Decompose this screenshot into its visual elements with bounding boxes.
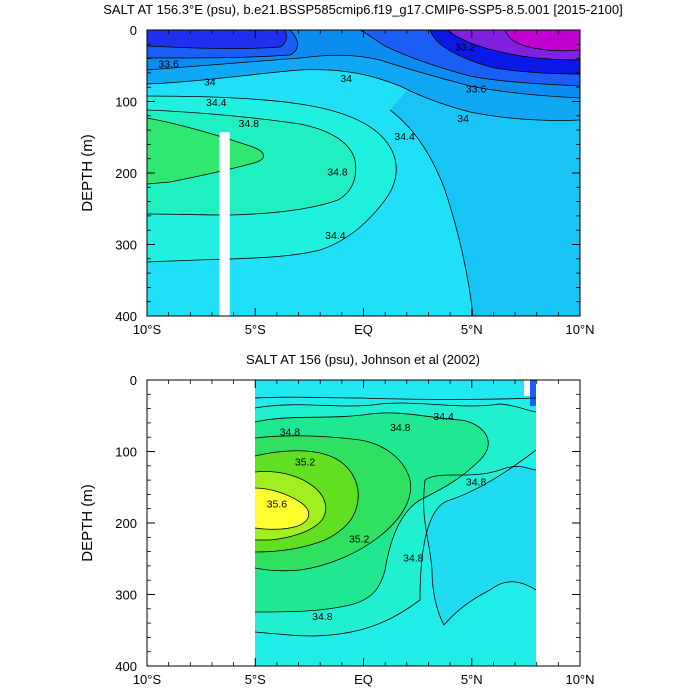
- x-tick-label: 10°N: [565, 322, 594, 337]
- x-tick-label: 10°S: [133, 672, 162, 687]
- contour-label: 34.4: [433, 411, 454, 423]
- panel-2-x-axis: 10°S 5°S EQ 5°N 10°N: [133, 380, 595, 687]
- contour-label: 34.8: [239, 118, 260, 130]
- x-tick-label: 10°N: [565, 672, 594, 687]
- contour-line-34.4: [254, 402, 537, 413]
- contour-line-33.2: [504, 30, 580, 52]
- missing-data-column: [524, 380, 530, 396]
- contour-label: 34: [204, 76, 216, 88]
- y-tick-label: 0: [130, 23, 137, 38]
- contour-label: 33.2: [455, 41, 476, 53]
- contour-line-35.6: [254, 487, 310, 530]
- panel-2-y-axis-label: DEPTH (m): [79, 484, 96, 562]
- contour-label: 35.6: [267, 499, 288, 511]
- contour-line-34.8: [254, 412, 489, 613]
- contour-line-33.6-east: [429, 30, 580, 75]
- y-tick-label: 200: [115, 166, 137, 181]
- panel-1: SALT AT 156.3°E (psu), b.e21.BSSP585cmip…: [79, 2, 623, 337]
- contour-label: 34.8: [327, 167, 348, 179]
- x-tick-label: 10°S: [133, 322, 162, 337]
- y-tick-label: 400: [115, 659, 137, 674]
- contour-label: 35.2: [349, 534, 370, 546]
- y-tick-label: 200: [115, 516, 137, 531]
- contour-label: 33.6: [158, 59, 179, 71]
- y-tick-label: 400: [115, 309, 137, 324]
- panel-1-contour-lines: [147, 30, 580, 316]
- contour-line-33.6-west: [147, 30, 287, 49]
- panel-1-contour-fill: [147, 30, 580, 316]
- panel-1-title: SALT AT 156.3°E (psu), b.e21.BSSP585cmip…: [103, 2, 623, 17]
- y-tick-label: 300: [115, 238, 137, 253]
- panel-1-x-axis: 10°S 5°S EQ 5°N 10°N: [133, 30, 595, 337]
- x-tick-label: 5°S: [245, 672, 266, 687]
- contour-label: 34.8: [466, 477, 487, 489]
- contour-label: 34.4: [325, 230, 346, 242]
- panel-2-contour-lines: [254, 396, 537, 637]
- contour-line-33.8-west: [147, 30, 298, 59]
- contour-label: 34.8: [280, 426, 301, 438]
- contour-label: 35.2: [295, 457, 316, 469]
- contour-label: 33.6: [466, 84, 487, 96]
- panel-1-y-axis-label: DEPTH (m): [79, 134, 96, 212]
- y-tick-label: 100: [115, 95, 137, 110]
- fill-band-35.6: [255, 488, 309, 530]
- missing-data-column: [219, 132, 230, 316]
- y-tick-label: 100: [115, 445, 137, 460]
- contour-line-35.0: [147, 117, 264, 185]
- contour-line-34.2: [254, 396, 537, 400]
- contour-line-35.4: [254, 471, 327, 541]
- contour-line-33.4: [447, 30, 580, 61]
- x-tick-label: 5°S: [245, 322, 266, 337]
- fill-band-34.2-east: [423, 466, 536, 625]
- y-tick-label: 0: [130, 373, 137, 388]
- contour-line-34.4-east-a: [424, 466, 537, 481]
- fill-band-35.0: [147, 118, 264, 184]
- contour-label: 34.8: [312, 611, 333, 623]
- contour-line-34.2: [147, 69, 580, 121]
- panel-2-contour-labels: 34.4 34.8 34.8 35.2 34.8 35.6 35.2 34.8 34.8: [267, 411, 487, 623]
- contour-line-35.0: [254, 435, 412, 572]
- contour-label: 34.8: [390, 422, 411, 434]
- contour-label: 34: [340, 73, 352, 85]
- panel-1-y-axis: 0 100 200 300 400: [115, 23, 580, 324]
- fill-band-33.6-east: [530, 380, 536, 406]
- panel-2-contour-fill: [255, 380, 536, 666]
- y-tick-label: 300: [115, 588, 137, 603]
- contour-line-34.4-east: [389, 109, 474, 316]
- contour-label: 34.4: [394, 131, 415, 143]
- x-tick-label: 5°N: [461, 672, 483, 687]
- fill-band-34.2-top: [255, 380, 536, 400]
- contour-line-34.4-east-b: [423, 479, 537, 626]
- contour-line-34.0: [147, 54, 580, 99]
- contour-label: 34.8: [403, 552, 424, 564]
- panel-2: SALT AT 156 (psu), Johnson et al (2002): [79, 352, 595, 687]
- panel-2-y-axis: 0 100 200 300 400: [115, 373, 580, 674]
- contour-label: 34.4: [206, 97, 227, 109]
- x-tick-label: 5°N: [461, 322, 483, 337]
- contour-label: 34: [457, 113, 469, 125]
- contour-line-33.8-east: [359, 30, 580, 87]
- panel-1-contour-labels: 33.6 34 34 34.4 34.8 34.4 34.8 34.4 33.2 33.6 34: [158, 41, 486, 242]
- x-tick-label: EQ: [354, 322, 373, 337]
- fill-band-33.4-west: [147, 30, 287, 49]
- x-tick-label: EQ: [354, 672, 373, 687]
- contour-line-34.6: [147, 95, 397, 263]
- panel-2-title: SALT AT 156 (psu), Johnson et al (2002): [246, 352, 480, 367]
- contour-line-34.6: [254, 449, 537, 637]
- contour-line-35.2: [254, 450, 359, 553]
